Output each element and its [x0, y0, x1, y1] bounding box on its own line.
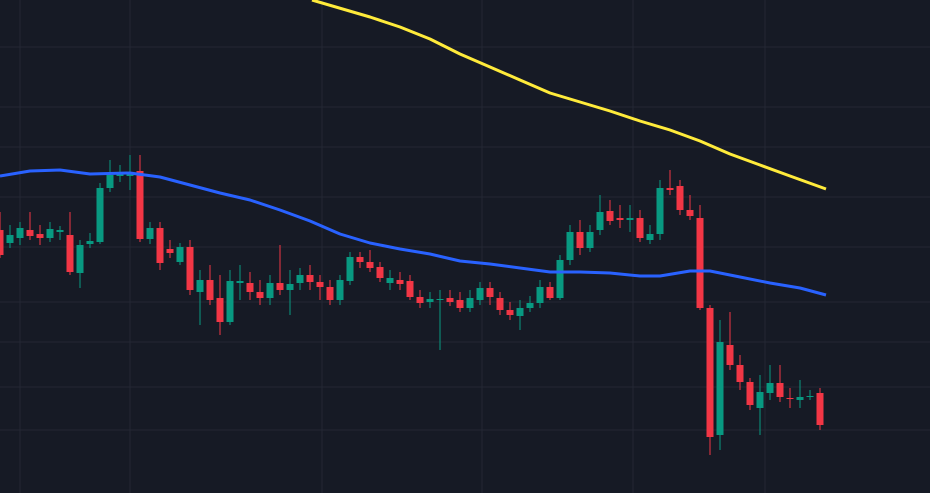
candle-body: [696, 218, 704, 308]
candle-body: [256, 292, 264, 298]
candle-body: [366, 262, 374, 268]
candle-body: [306, 275, 314, 282]
candle-body: [66, 235, 74, 272]
candle-body: [506, 310, 514, 315]
candle-body: [426, 299, 434, 302]
candle-body: [96, 188, 104, 242]
candle-body: [756, 392, 764, 408]
candle-body: [476, 288, 484, 300]
candle-body: [466, 298, 474, 308]
candle-body: [496, 298, 504, 310]
candle-body: [656, 188, 664, 234]
candle-body: [716, 342, 724, 435]
candle-body: [6, 235, 14, 243]
candle-body: [386, 278, 394, 283]
candle-body: [556, 260, 564, 298]
candle-body: [106, 175, 114, 188]
candle-body: [226, 281, 234, 322]
candle-body: [806, 396, 814, 397]
candle-body: [616, 218, 624, 220]
candle-body: [26, 230, 34, 236]
moving-average-line: [311, 0, 827, 191]
candle-body: [146, 228, 154, 239]
candle-body: [16, 228, 24, 238]
candle-body: [0, 230, 4, 255]
candle-body: [276, 283, 284, 290]
moving-average-line: [0, 168, 827, 297]
candle-body: [206, 280, 214, 300]
candle-body: [596, 212, 604, 230]
candle-body: [676, 186, 684, 210]
candle-body: [746, 382, 754, 405]
candle-body: [566, 232, 574, 260]
candle-body: [536, 287, 544, 303]
candle-body: [336, 280, 344, 300]
candle-body: [456, 300, 464, 308]
candle-body: [666, 188, 674, 190]
candle-body: [736, 365, 744, 382]
candle-body: [796, 397, 804, 400]
candle-body: [176, 247, 184, 262]
candle-body: [246, 283, 254, 292]
candle-body: [526, 303, 534, 308]
candle-body: [576, 232, 584, 248]
candle-body: [486, 288, 494, 297]
candle-body: [546, 287, 554, 298]
candle-body: [816, 393, 824, 425]
candle-body: [626, 218, 634, 220]
candle-body: [86, 241, 94, 244]
candle-body: [726, 345, 734, 365]
candle-body: [136, 171, 144, 239]
candle-body: [516, 308, 524, 316]
candle-body: [296, 275, 304, 283]
candle-body: [196, 280, 204, 292]
candle-body: [646, 234, 654, 240]
candle-body: [686, 210, 694, 216]
candle-body: [346, 257, 354, 281]
candle-body: [706, 308, 714, 437]
candle-body: [416, 297, 424, 303]
candle-body: [36, 234, 44, 238]
candle-body: [186, 247, 194, 290]
candle-body: [216, 298, 224, 322]
candle-body: [76, 245, 84, 273]
candle-body: [236, 281, 244, 283]
candle-body: [356, 257, 364, 262]
candle-body: [166, 249, 174, 253]
candle-body: [636, 218, 644, 238]
candle-body: [286, 284, 294, 290]
candle-body: [766, 383, 774, 393]
candle-body: [436, 299, 444, 300]
candle-body: [326, 287, 334, 300]
candle-body: [446, 298, 454, 302]
candle-body: [376, 267, 384, 278]
candle-body: [606, 211, 614, 221]
candle-body: [266, 283, 274, 298]
candle-body: [776, 383, 784, 397]
candle-body: [396, 280, 404, 284]
candle-body: [156, 228, 164, 263]
candle-body: [586, 232, 594, 248]
candle-body: [406, 281, 414, 297]
candle-body: [316, 282, 324, 287]
candle-body: [786, 398, 794, 399]
candle-body: [116, 174, 124, 176]
candle-body: [46, 229, 54, 238]
candle-body: [56, 230, 64, 232]
